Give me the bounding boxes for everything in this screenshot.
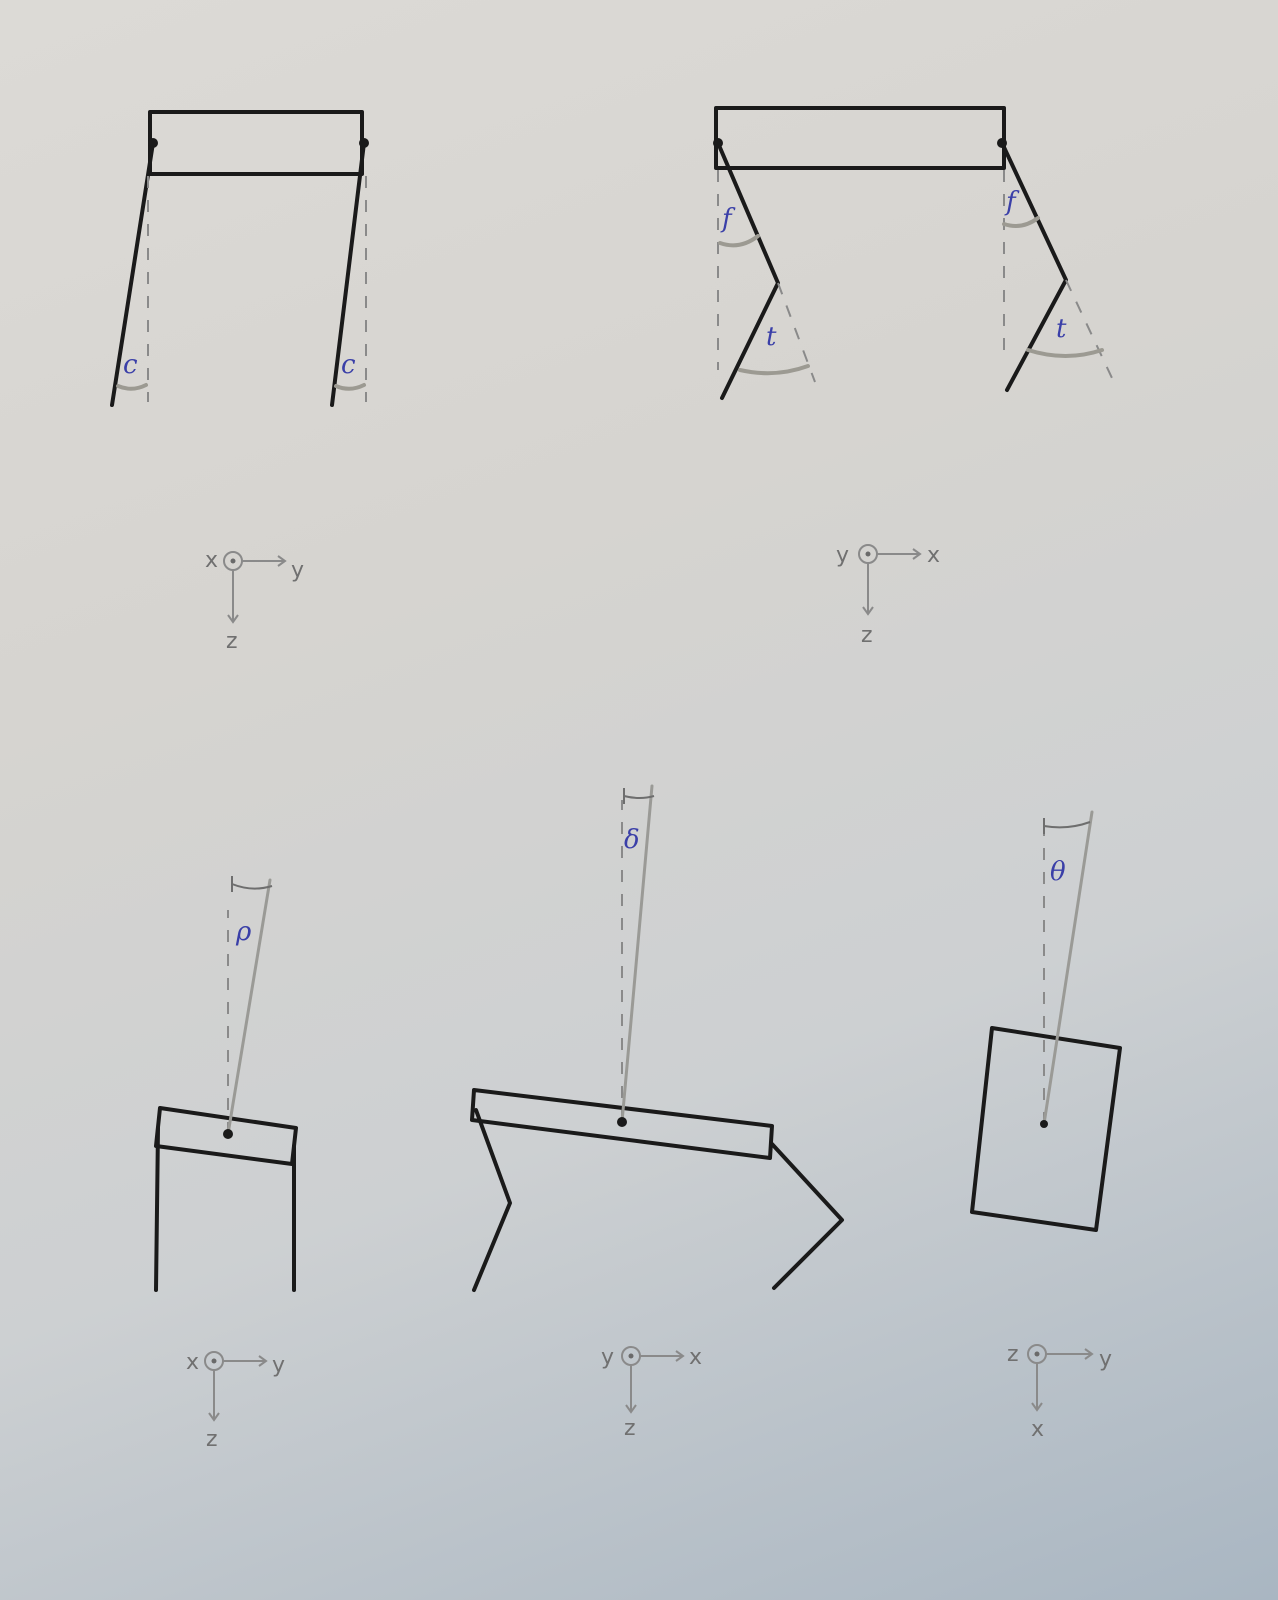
panel-top-yaw: θ [970,810,1122,1232]
axis-label-z: z [861,623,873,648]
axis-label-x: x [927,543,940,568]
angle-label-f-front: f [720,204,736,234]
axis-label-y: y [836,543,849,568]
panel-front-splay: c c [110,110,369,407]
angle-arc-c-right [334,383,366,391]
axis-label-y: y [1099,1347,1112,1372]
axis-label-x: x [689,1345,702,1370]
panel-side-pitch: δ [470,784,844,1292]
angle-label-t-front: t [766,322,777,352]
angle-label-rho: ρ [235,917,252,947]
axis-triad-front-top: x y z [205,548,304,654]
axis-arrow-down [1031,1402,1043,1412]
angle-arc-theta [1043,821,1091,829]
axis-arrow-right [258,1355,268,1367]
axis-label-z: z [624,1416,636,1441]
body-rect [148,110,364,176]
axis-arrow-right [675,1350,685,1362]
body-rect [970,1026,1122,1232]
angle-arc-t-front [738,364,810,376]
axis-label-y: y [291,558,304,583]
axis-triad-front-bottom: x y z [186,1350,285,1452]
axis-label-z: z [226,629,238,654]
angle-arc-f-rear [1002,216,1040,228]
axis-label-z: z [1007,1342,1019,1367]
panel-front-roll: ρ [154,876,298,1292]
angle-arc-f-front [718,234,760,248]
body-rect [470,1088,774,1160]
panel-side-knee: f f t t [713,106,1113,400]
leg-right [330,141,366,407]
angle-label-c-right: c [341,350,356,380]
leg-left [110,141,155,407]
body-rect [714,106,1006,170]
angle-label-t-rear: t [1056,314,1067,344]
angle-arc-t-rear [1026,348,1104,358]
axis-label-x: x [205,548,218,573]
axis-triad-side-top: y x z [836,543,940,648]
axis-label-y: y [272,1353,285,1378]
body-center [223,1129,233,1139]
axis-label-y: y [601,1345,614,1370]
axis-arrow-down [208,1412,220,1422]
extension-ref-rear [1065,279,1113,379]
axis-label-x: x [186,1350,199,1375]
axis-arrow-down [625,1404,637,1414]
angle-label-theta: θ [1050,857,1066,887]
leg-front [472,1108,512,1292]
angle-arc-rho [231,883,273,890]
extension-ref-front [777,282,816,383]
axis-arrow-right [912,548,922,560]
body-center [617,1117,627,1127]
axis-arrow-down [227,614,239,624]
axis-label-z: z [206,1427,218,1452]
body-axis-line [1042,810,1094,1126]
angle-arc-delta [623,795,655,799]
angle-label-delta: δ [624,825,640,855]
body-axis-line [620,784,654,1124]
leg-left [154,1126,160,1292]
axis-triad-top-bottom: z y x [1007,1342,1112,1442]
angle-label-f-rear: f [1004,187,1020,217]
axis-arrow-down [862,606,874,616]
axis-arrow-right [1084,1348,1094,1360]
axis-label-x: x [1031,1417,1044,1442]
body-center [1040,1120,1048,1128]
leg-rear [770,1142,844,1290]
angle-arc-c-left [116,383,148,391]
body-axis-line [226,878,272,1136]
axis-arrow-right [277,555,287,567]
axis-triad-side-bottom: y x z [601,1345,702,1441]
leg-front [716,141,780,400]
angle-label-c-left: c [123,350,138,380]
